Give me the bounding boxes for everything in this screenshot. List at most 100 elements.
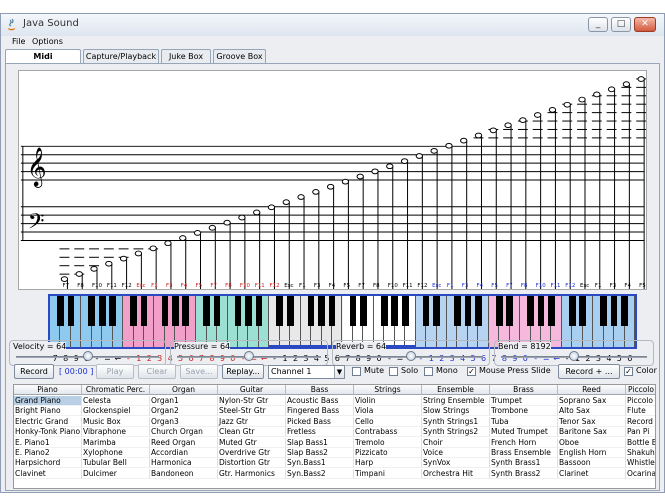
- black-key[interactable]: [172, 296, 179, 326]
- white-key[interactable]: [363, 296, 374, 347]
- black-key[interactable]: [380, 296, 388, 326]
- instrument-cell[interactable]: Xylophone: [82, 448, 150, 458]
- piano-keyboard[interactable]: [48, 294, 637, 349]
- instrument-cell[interactable]: Cello: [354, 416, 422, 427]
- black-key[interactable]: [307, 296, 315, 326]
- menu-options[interactable]: Options: [32, 37, 63, 46]
- black-key[interactable]: [537, 296, 545, 326]
- column-header[interactable]: Piccolo: [626, 385, 655, 395]
- black-key[interactable]: [391, 296, 399, 326]
- instrument-cell[interactable]: Electric Grand: [14, 416, 82, 427]
- record-button[interactable]: Record: [14, 364, 54, 379]
- black-key[interactable]: [328, 296, 336, 326]
- black-key[interactable]: [109, 296, 116, 326]
- instrument-cell[interactable]: Glockenspiel: [82, 406, 150, 417]
- instrument-cell[interactable]: Choir: [422, 437, 490, 448]
- reverb-slider-thumb[interactable]: [406, 351, 416, 361]
- white-key[interactable]: [258, 296, 270, 347]
- black-key[interactable]: [579, 296, 587, 326]
- clear-button[interactable]: Clear: [138, 364, 176, 379]
- black-key[interactable]: [349, 296, 357, 326]
- instrument-cell[interactable]: Orchestra Hit: [422, 468, 490, 479]
- instrument-cell[interactable]: Steel-Str Gtr: [218, 406, 286, 417]
- black-key[interactable]: [506, 296, 513, 326]
- instrument-cell[interactable]: Muted Trumpet: [490, 427, 558, 438]
- column-header[interactable]: Organ: [150, 385, 218, 395]
- instrument-cell[interactable]: Jazz Gtr: [218, 416, 286, 427]
- white-key[interactable]: [478, 296, 489, 347]
- white-key[interactable]: [217, 296, 228, 347]
- pressure-slider-thumb[interactable]: [244, 351, 254, 361]
- white-key[interactable]: [332, 296, 343, 347]
- instrument-cell[interactable]: Syn.Bass1: [286, 458, 354, 469]
- black-key[interactable]: [57, 296, 64, 326]
- instrument-cell[interactable]: E. Piano1: [14, 437, 82, 448]
- mouse-press-slide-checkbox[interactable]: ✓: [467, 367, 476, 376]
- instrument-cell[interactable]: Bassoon: [558, 458, 626, 469]
- instrument-cell[interactable]: Contrabass: [354, 427, 422, 438]
- title-bar[interactable]: Java Sound _ □ ✕: [1, 14, 664, 36]
- instrument-cell[interactable]: Trombone: [490, 406, 558, 417]
- instrument-cell[interactable]: Tremolo: [354, 437, 422, 448]
- instrument-cell[interactable]: Synth Brass2: [490, 468, 558, 479]
- tab-groove-box[interactable]: Groove Box: [213, 49, 266, 63]
- black-key[interactable]: [464, 296, 472, 326]
- instrument-cell[interactable]: Bright Piano: [14, 406, 82, 417]
- mute-checkbox[interactable]: [352, 367, 361, 376]
- instrument-cell[interactable]: Bandoneon: [150, 468, 218, 479]
- black-key[interactable]: [527, 296, 534, 326]
- instrument-cell[interactable]: Grand Piano: [14, 396, 82, 406]
- white-key[interactable]: [551, 296, 562, 347]
- instrument-cell[interactable]: Pizzicato: [354, 448, 422, 458]
- instrument-cell[interactable]: Pan Pi: [626, 427, 655, 438]
- instrument-cell[interactable]: Organ2: [150, 406, 218, 417]
- instrument-cell[interactable]: Harpsichord: [14, 458, 82, 469]
- instrument-cell[interactable]: Accordian: [150, 448, 218, 458]
- black-key[interactable]: [401, 296, 409, 326]
- black-key[interactable]: [234, 296, 242, 326]
- minimize-button[interactable]: _: [588, 17, 608, 32]
- black-key[interactable]: [548, 296, 555, 326]
- instrument-cell[interactable]: Bottle B: [626, 437, 656, 448]
- white-key[interactable]: [144, 296, 155, 347]
- column-header[interactable]: Strings: [354, 385, 422, 395]
- column-header[interactable]: Reed: [558, 385, 626, 395]
- black-key[interactable]: [286, 296, 294, 326]
- white-key[interactable]: [624, 296, 635, 347]
- velocity-slider-thumb[interactable]: [82, 351, 93, 361]
- instrument-cell[interactable]: Harp: [354, 458, 422, 469]
- column-header[interactable]: Guitar: [218, 385, 286, 395]
- bend-slider-thumb[interactable]: [569, 351, 579, 361]
- column-header[interactable]: Bass: [286, 385, 354, 395]
- instrument-cell[interactable]: Ocarina: [626, 468, 656, 479]
- black-key[interactable]: [255, 296, 263, 326]
- maximize-button[interactable]: □: [611, 17, 631, 32]
- instrument-cell[interactable]: Slap Bass2: [286, 448, 354, 458]
- white-key[interactable]: [185, 296, 197, 347]
- instrument-cell[interactable]: Synth Strings1: [422, 416, 490, 427]
- white-key[interactable]: [112, 296, 124, 347]
- instrument-cell[interactable]: Flute: [626, 406, 655, 417]
- instrument-cell[interactable]: E. Piano2: [14, 448, 82, 458]
- save-button[interactable]: Save...: [180, 364, 218, 379]
- instrument-cell[interactable]: Slow Strings: [422, 406, 490, 417]
- black-key[interactable]: [568, 296, 576, 326]
- instrument-cell[interactable]: Acoustic Bass: [286, 396, 354, 406]
- instrument-cell[interactable]: Dulcimer: [82, 468, 150, 479]
- column-header[interactable]: Ensemble: [422, 385, 490, 395]
- instrument-cell[interactable]: Syn.Bass2: [286, 468, 354, 479]
- instrument-cell[interactable]: Harmonica: [150, 458, 218, 469]
- instrument-cell[interactable]: Piccolo: [626, 396, 655, 406]
- white-key[interactable]: [290, 296, 301, 347]
- instrument-cell[interactable]: Record: [626, 417, 655, 427]
- instrument-cell[interactable]: Overdrive Gtr: [218, 448, 286, 458]
- black-key[interactable]: [182, 296, 190, 326]
- menu-file[interactable]: File: [12, 37, 26, 46]
- black-key[interactable]: [161, 296, 169, 326]
- instrument-cell[interactable]: Vibraphone: [82, 427, 150, 438]
- instrument-cell[interactable]: Organ3: [150, 416, 218, 427]
- white-key[interactable]: [509, 296, 521, 347]
- instrument-cell[interactable]: Violin: [354, 396, 422, 406]
- black-key[interactable]: [433, 296, 440, 326]
- instrument-cell[interactable]: Distortion Gtr: [218, 458, 286, 469]
